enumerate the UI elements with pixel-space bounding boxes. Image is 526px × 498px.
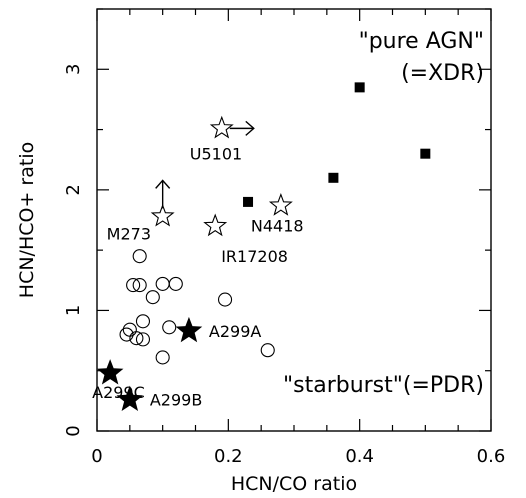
x-tick-label: 0 — [91, 446, 102, 467]
data-point-square — [354, 82, 365, 93]
data-point-circle — [119, 327, 134, 342]
data-point-circle — [129, 331, 144, 346]
data-point-circle — [260, 343, 275, 358]
data-point-filled-star — [116, 385, 144, 411]
arrow-head — [155, 179, 171, 189]
region-label-starburst: "starburst"(=PDR) — [283, 373, 484, 398]
data-point-circle — [145, 290, 160, 305]
data-point-circle — [218, 292, 233, 307]
point-label: A299C — [92, 383, 145, 402]
point-label: A299B — [150, 391, 202, 410]
region-label-agn-line2: (=XDR) — [401, 61, 484, 86]
data-point-open-star — [209, 115, 234, 139]
data-point-square — [420, 148, 431, 159]
y-tick-label: 0 — [63, 425, 84, 436]
data-point-circle — [135, 332, 151, 347]
axis-ticks — [96, 8, 492, 432]
point-label: U5101 — [190, 144, 242, 163]
point-label: A299A — [209, 322, 261, 341]
data-point-circle — [135, 314, 151, 329]
point-labels: U5101 M273 IR17208 N4418 A299A A299C A299B — [92, 144, 303, 409]
x-tick-label: 0.4 — [345, 446, 374, 467]
x-tick-label: 0.6 — [477, 446, 506, 467]
data-point-circle — [132, 278, 147, 293]
x-axis-label: HCN/CO ratio — [231, 473, 357, 495]
data-point-circle — [132, 249, 147, 264]
x-tick-label: 0.2 — [214, 446, 243, 467]
data-point-open-star — [268, 192, 293, 216]
data-point-circle — [126, 278, 141, 293]
y-tick-label: 2 — [63, 184, 84, 195]
y-tick-label: 3 — [63, 64, 84, 75]
data-point-open-star — [150, 203, 175, 227]
data-point-square — [328, 172, 339, 183]
data-point-square — [243, 196, 254, 207]
region-label-agn-line1: "pure AGN" — [359, 29, 484, 54]
point-label: M273 — [107, 224, 151, 243]
data-point-circle — [162, 320, 177, 335]
data-point-circle — [122, 322, 137, 337]
y-axis-label: HCN/HCO+ ratio — [16, 142, 38, 298]
data-point-filled-star — [175, 316, 203, 343]
data-point-filled-star — [96, 359, 124, 385]
arrow-head — [245, 120, 255, 136]
tick-labels: 0 0.2 0.4 0.6 0 1 2 3 — [63, 64, 505, 467]
data-point-circle — [155, 350, 170, 365]
data-point-circle — [155, 276, 170, 291]
point-label: N4418 — [251, 217, 304, 236]
point-label: IR17208 — [221, 247, 288, 266]
data-point-open-star — [203, 213, 228, 237]
data-marks — [96, 82, 431, 411]
y-tick-label: 1 — [63, 305, 84, 316]
data-point-circle — [168, 276, 183, 291]
